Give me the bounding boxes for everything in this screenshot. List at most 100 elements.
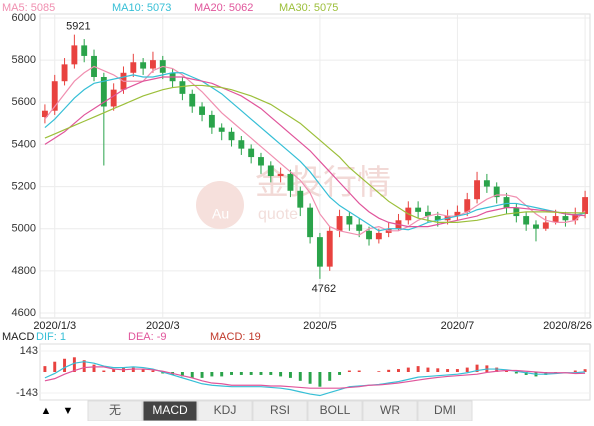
annotation: 4762 <box>312 283 336 295</box>
candle-body <box>238 140 245 149</box>
tab-label[interactable]: RSI <box>270 403 290 417</box>
macd-bar <box>426 367 430 372</box>
x-tick-label: 2020/7 <box>441 320 475 332</box>
dif-line <box>44 361 586 397</box>
candle-body <box>425 211 431 217</box>
candle-body <box>130 62 137 73</box>
y-tick-label: 4800 <box>12 265 36 277</box>
candle-body <box>562 216 569 221</box>
x-tick-label: 2020/1/3 <box>33 320 76 332</box>
candle-body <box>81 45 88 56</box>
candle-body <box>179 81 186 94</box>
macd-bar <box>308 372 312 384</box>
tab-label[interactable]: BOLL <box>320 403 351 417</box>
candle-body <box>483 180 490 187</box>
dea-line <box>44 366 586 389</box>
annotation: 5921 <box>66 21 90 33</box>
macd-bar <box>455 369 459 372</box>
macd-bar <box>141 369 145 372</box>
candle-body <box>248 148 255 158</box>
candle-body <box>100 77 107 107</box>
candle-body <box>572 213 579 221</box>
tab-label[interactable]: 无 <box>109 403 121 417</box>
macd-bar <box>92 364 96 372</box>
macd-bar <box>338 372 342 375</box>
candle-body <box>493 186 500 198</box>
tab-label[interactable]: WR <box>380 403 400 417</box>
macd-bar <box>436 368 440 372</box>
candle-body <box>326 230 333 267</box>
macd-bar <box>298 372 302 381</box>
tab-label[interactable]: KDJ <box>214 403 237 417</box>
ma-line <box>44 72 586 232</box>
macd-bar <box>416 366 420 372</box>
macd-bar <box>161 372 165 374</box>
nav-button[interactable]: ▲ <box>41 405 52 417</box>
y-tick-label: 5400 <box>12 138 36 150</box>
macd-bar <box>357 370 361 372</box>
watermark: quote <box>258 206 298 223</box>
macd-bar <box>131 367 135 372</box>
tab-label[interactable]: MACD <box>152 403 188 417</box>
ma-line <box>44 65 586 236</box>
macd-bar <box>220 372 224 377</box>
candle-body <box>513 207 520 217</box>
macd-bar <box>239 372 243 375</box>
macd-bar <box>475 364 479 372</box>
macd-bar <box>318 372 322 387</box>
candle-body <box>140 62 147 69</box>
candle-body <box>533 224 539 229</box>
candle-body <box>189 93 196 107</box>
macd-label: DEA: -9 <box>128 331 167 343</box>
macd-bar <box>210 372 214 377</box>
macd-bar <box>514 372 518 374</box>
macd-bar <box>465 367 469 372</box>
macd-bar <box>43 366 47 372</box>
macd-bar <box>72 357 76 372</box>
macd-bar <box>505 370 508 372</box>
macd-bar <box>269 372 273 375</box>
legend-entry: MA20: 5062 <box>194 2 253 14</box>
watermark: 金投行情 <box>255 164 391 202</box>
candle-body <box>542 222 549 229</box>
macd-bar <box>53 361 57 372</box>
macd-bar <box>328 372 332 381</box>
macd-bar <box>249 372 253 375</box>
y-tick-label: 4600 <box>12 307 36 319</box>
candle-body <box>316 237 323 267</box>
macd-bar <box>446 369 450 372</box>
candle-body <box>346 216 353 225</box>
macd-border <box>39 343 591 401</box>
candle-body <box>464 199 471 212</box>
legend-entry: MA10: 5073 <box>112 2 171 14</box>
macd-bar <box>397 369 400 372</box>
candle-body <box>71 45 78 65</box>
candle-body <box>336 216 343 231</box>
candle-body <box>552 216 559 223</box>
nav-button[interactable]: ▼ <box>63 405 74 417</box>
y-tick-label: 5200 <box>12 180 36 192</box>
macd-label: MACD: 19 <box>210 331 261 343</box>
candle-body <box>307 207 314 238</box>
candle-body <box>287 173 294 191</box>
candle-body <box>258 157 264 166</box>
y-tick-label: 5600 <box>12 96 36 108</box>
legend-entry: MA30: 5075 <box>279 2 338 14</box>
candle-body <box>150 60 156 69</box>
candle-body <box>297 190 304 208</box>
candle-body <box>110 89 117 107</box>
watermark: Au <box>212 206 229 222</box>
macd-bar <box>259 372 263 375</box>
candle-body <box>375 232 382 240</box>
macd-label: DIF: 1 <box>36 331 66 343</box>
macd-bar <box>544 372 548 375</box>
candle-body <box>267 165 274 177</box>
macd-bar <box>151 370 155 372</box>
candle-body <box>199 106 205 115</box>
candle-body <box>415 207 422 212</box>
tab-label[interactable]: DMI <box>434 403 456 417</box>
macd-bar <box>524 372 528 375</box>
ma-line <box>44 84 586 223</box>
candle-body <box>61 64 68 82</box>
x-tick-label: 2020/3 <box>146 320 180 332</box>
